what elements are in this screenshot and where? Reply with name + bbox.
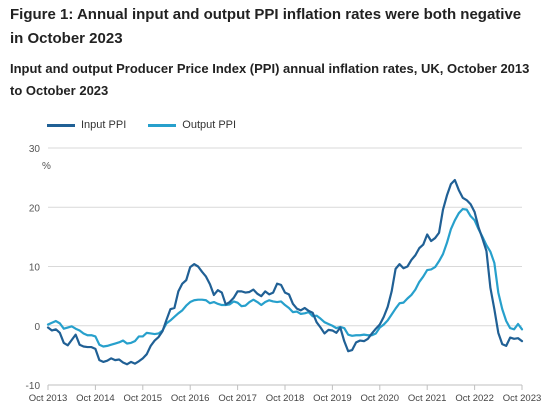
x-tick-label: Oct 2023 bbox=[503, 393, 542, 404]
x-tick-label: Oct 2013 bbox=[29, 393, 68, 404]
x-tick-label: Oct 2019 bbox=[313, 393, 352, 404]
x-tick-label: Oct 2021 bbox=[408, 393, 447, 404]
legend-swatch-output bbox=[148, 123, 177, 127]
x-tick-label: Oct 2020 bbox=[361, 393, 400, 404]
y-tick-label: 0 bbox=[34, 322, 40, 333]
y-axis-unit-label: % bbox=[42, 161, 51, 172]
legend-swatch-input bbox=[47, 123, 75, 127]
x-tick-label: Oct 2014 bbox=[76, 393, 115, 404]
x-tick-label: Oct 2016 bbox=[171, 393, 210, 404]
y-tick-label: 20 bbox=[29, 203, 41, 214]
chart-subtitle: Input and output Producer Price Index (P… bbox=[10, 61, 530, 98]
y-tick-label: -10 bbox=[26, 381, 41, 392]
legend-label-output: Output PPI bbox=[182, 119, 237, 131]
output-ppi-line bbox=[46, 207, 524, 348]
x-tick-label: Oct 2022 bbox=[455, 393, 494, 404]
y-tick-label: 10 bbox=[29, 263, 41, 274]
input-ppi-line bbox=[46, 178, 524, 366]
legend-item-input: Input PPI bbox=[47, 119, 126, 131]
x-tick-label: Oct 2015 bbox=[124, 393, 163, 404]
chart-legend: Input PPI Output PPI bbox=[47, 118, 258, 132]
gridlines bbox=[48, 147, 522, 327]
x-tick-label: Oct 2017 bbox=[218, 393, 257, 404]
x-axis: Oct 2013 Oct 2014 Oct 2015 Oct 2016 Oct 2017… bbox=[29, 384, 542, 404]
y-tick-label: 30 bbox=[29, 144, 41, 155]
chart-title: Figure 1: Annual input and output PPI in… bbox=[10, 6, 522, 47]
y-axis: -10 0 10 20 30% bbox=[26, 144, 51, 392]
x-tick-label: Oct 2018 bbox=[266, 393, 305, 404]
legend-item-output: Output PPI bbox=[148, 119, 236, 131]
legend-label-input: Input PPI bbox=[81, 119, 127, 131]
series-lines bbox=[46, 178, 524, 366]
